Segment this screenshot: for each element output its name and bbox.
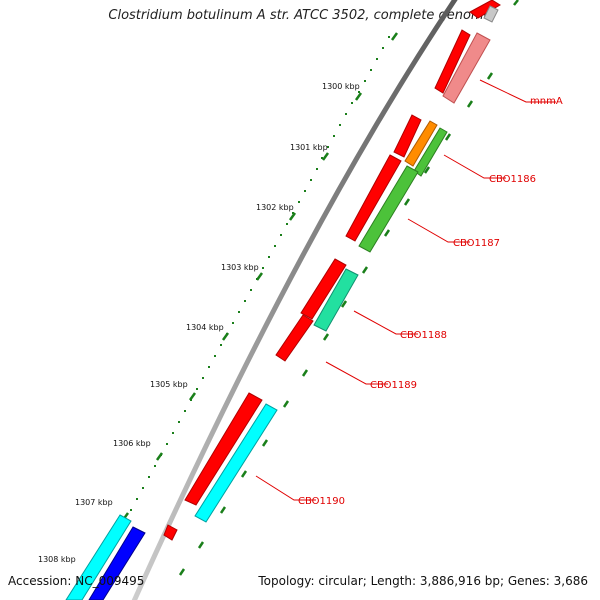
- gene-features: [65, 32, 491, 600]
- gene-label[interactable]: mnmA: [530, 96, 563, 107]
- genome-backbone: [131, 0, 458, 600]
- gene-feature-mnmA[interactable]: [442, 32, 491, 104]
- gene-feature-cbo1190[interactable]: [194, 403, 278, 523]
- gene-label[interactable]: CBO1189: [370, 380, 417, 391]
- ruler-label: 1307 kbp: [75, 498, 113, 507]
- cds-feature[interactable]: [434, 29, 471, 94]
- gene-labels: mnmA CBO1186 CBO1187 CBO1188 CBO1189 CBO…: [298, 96, 563, 507]
- ruler-major-ticks: [88, 32, 399, 581]
- gene-label[interactable]: CBO1188: [400, 330, 447, 341]
- cds-feature[interactable]: [469, 0, 501, 19]
- gene-label[interactable]: CBO1187: [453, 238, 500, 249]
- cds-feature[interactable]: [163, 524, 178, 541]
- feature-grey-top[interactable]: [483, 5, 499, 23]
- ruler-label: 1308 kbp: [38, 555, 76, 564]
- gene-label[interactable]: CBO1190: [298, 496, 345, 507]
- ruler-label: 1302 kbp: [256, 203, 294, 212]
- ruler-label: 1304 kbp: [186, 323, 224, 332]
- ruler-labels: 1300 kbp 1301 kbp 1302 kbp 1303 kbp 1304…: [38, 82, 360, 564]
- cds-feature[interactable]: [300, 258, 347, 320]
- map-title: Clostridium botulinum A str. ATCC 3502, …: [108, 8, 492, 23]
- cds-feature[interactable]: [184, 392, 263, 506]
- gene-feature-cbo1187b[interactable]: [358, 165, 419, 253]
- gene-feature-cyan-2[interactable]: [65, 514, 132, 600]
- cds-feature[interactable]: [275, 314, 314, 362]
- label-leaders: [255, 79, 556, 501]
- genome-summary-text: Topology: circular; Length: 3,886,916 bp…: [258, 574, 588, 588]
- outer-dash-ring: [178, 0, 519, 576]
- ruler-label: 1306 kbp: [113, 439, 151, 448]
- ruler-label: 1303 kbp: [221, 263, 259, 272]
- gene-feature-cbo1186[interactable]: [404, 120, 438, 167]
- ruler-dotted-track: [94, 36, 390, 577]
- gene-feature-cbo1188[interactable]: [313, 268, 359, 332]
- accession-text: Accession: NC_009495: [8, 574, 145, 588]
- cds-feature[interactable]: [393, 114, 422, 158]
- gene-feature-cbo1187[interactable]: [413, 127, 448, 177]
- cds-feature[interactable]: [345, 154, 402, 242]
- cds-forward-track: [163, 0, 501, 541]
- gene-label[interactable]: CBO1186: [489, 174, 536, 185]
- gene-feature-blue[interactable]: [88, 526, 146, 600]
- ruler-label: 1305 kbp: [150, 380, 188, 389]
- ruler-label: 1301 kbp: [290, 143, 328, 152]
- ruler-label: 1300 kbp: [322, 82, 360, 91]
